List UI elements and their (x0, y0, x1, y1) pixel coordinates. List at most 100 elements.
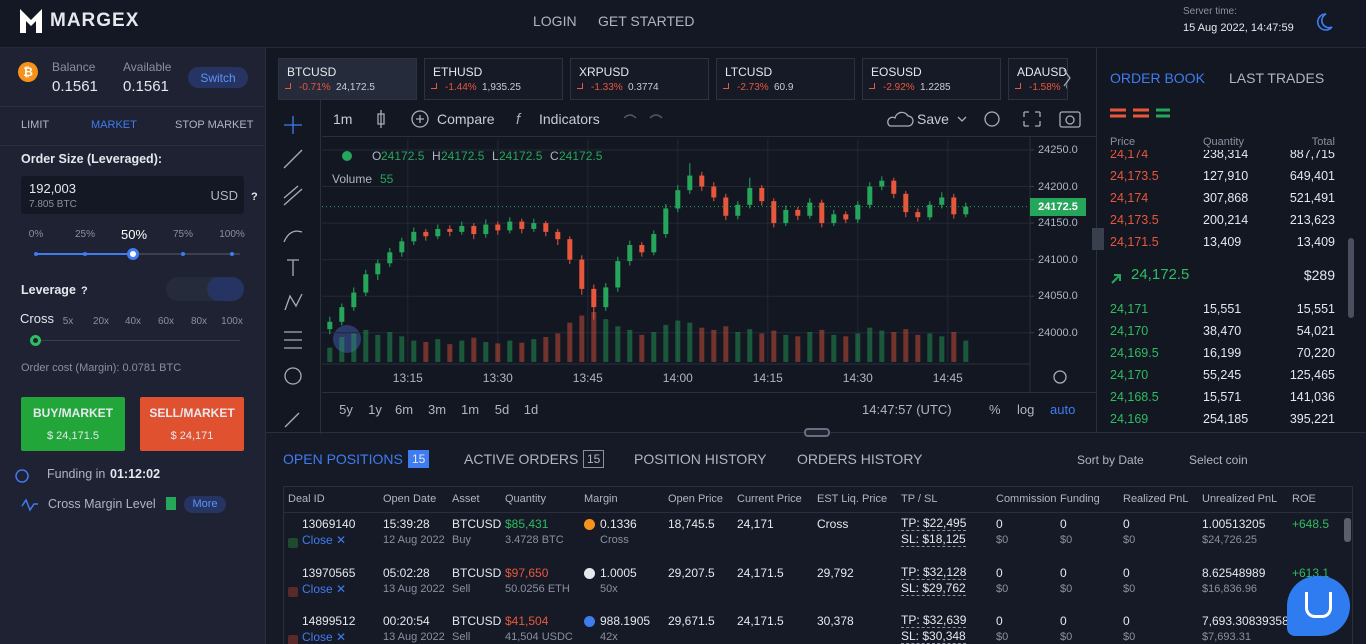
leverage-mark[interactable]: 20x (92, 316, 110, 327)
book-qty[interactable]: 254,185 (1203, 412, 1249, 424)
position-cell[interactable]: Close ✕ (302, 630, 347, 644)
switch-label[interactable]: Switch (200, 71, 236, 85)
book-price[interactable]: 24,174 (1110, 191, 1149, 205)
leverage-mark[interactable]: 5x (62, 316, 74, 327)
ticker-symbol[interactable]: BTCUSD (287, 65, 337, 79)
size-mark[interactable]: 50% (120, 227, 148, 242)
book-total[interactable]: 395,221 (1289, 412, 1335, 424)
book-price[interactable]: 24,171.5 (1110, 235, 1159, 249)
range-button[interactable]: 5d (494, 402, 510, 417)
ticker-price[interactable]: 1,935.25 (482, 82, 521, 93)
ticker-change[interactable]: -1.58% (1029, 82, 1061, 93)
ticker-tab[interactable]: EOSUSD -2.92% 1.2285 (862, 58, 1001, 100)
book-qty[interactable]: 307,868 (1203, 191, 1249, 205)
ticker-price[interactable]: 60.9 (774, 82, 794, 93)
ticker-price[interactable]: 0.3774 (628, 82, 659, 93)
size-mark[interactable]: 100% (219, 229, 245, 240)
positions-tab[interactable]: OPEN POSITIONS (283, 451, 403, 467)
more[interactable]: More (192, 498, 218, 510)
save[interactable]: Save (917, 111, 949, 127)
chat-button[interactable] (1287, 576, 1350, 636)
ticker-tab[interactable]: BTCUSD -0.71% 24,172.5 (278, 58, 417, 100)
more-button[interactable] (184, 496, 226, 513)
book-price[interactable]: 24,171 (1110, 302, 1149, 316)
ticker-next[interactable] (1063, 69, 1071, 87)
book-qty[interactable]: 38,470 (1203, 324, 1242, 338)
ticker-symbol[interactable]: ETHUSD (433, 65, 483, 79)
nav-link[interactable]: LOGIN (533, 13, 577, 29)
order-type-tab[interactable]: LIMIT (21, 119, 50, 131)
ticker-tab[interactable]: ADAUSD -1.58% 0.50 (1008, 58, 1068, 100)
ticker-tab[interactable]: LTCUSD -2.73% 60.9 (716, 58, 855, 100)
book-total[interactable]: 649,401 (1289, 169, 1335, 183)
ticker-tab[interactable]: XRPUSD -1.33% 0.3774 (570, 58, 709, 100)
nav-link[interactable]: GET STARTED (598, 13, 695, 29)
log-toggle[interactable]: log (1017, 402, 1035, 417)
range-button[interactable]: 1y (368, 402, 382, 417)
leverage-knob[interactable] (30, 335, 41, 346)
leverage-mode-active[interactable] (207, 277, 244, 301)
size-mark[interactable]: 75% (172, 229, 193, 240)
size-slider-knob[interactable] (127, 248, 139, 260)
book-view-bids[interactable] (1156, 108, 1170, 118)
ticker-symbol[interactable]: EOSUSD (871, 65, 922, 79)
position-cell[interactable]: Close ✕ (302, 581, 347, 596)
book-price[interactable]: 24,173.5 (1110, 213, 1159, 227)
book-price[interactable]: 24,170 (1110, 368, 1149, 382)
book-qty[interactable]: 15,571 (1203, 390, 1242, 404)
coin-select[interactable]: Select coin (1189, 453, 1248, 467)
chart-toolbar-icons[interactable]: f (377, 110, 1081, 384)
auto-toggle[interactable]: auto (1050, 402, 1076, 417)
ticker-price[interactable]: 24,172.5 (336, 82, 375, 93)
size-mark[interactable]: 0% (28, 229, 44, 240)
range-button[interactable]: 3m (427, 402, 447, 417)
book-total[interactable]: 15,551 (1296, 302, 1335, 316)
position-cell[interactable]: Close ✕ (302, 533, 347, 547)
book-qty[interactable]: 55,245 (1203, 368, 1242, 382)
book-total[interactable]: 125,465 (1289, 368, 1335, 382)
book-price[interactable]: 24,169 (1110, 412, 1149, 424)
book-price[interactable]: 24,174 (1110, 150, 1149, 161)
book-total[interactable]: 13,409 (1296, 235, 1335, 249)
buy-label[interactable]: BUY/MARKET (33, 406, 113, 420)
book-qty[interactable]: 200,214 (1203, 213, 1249, 227)
leverage-mark[interactable]: 80x (190, 316, 208, 327)
buy-button[interactable] (21, 397, 125, 451)
order-type-tab[interactable]: STOP MARKET (175, 119, 254, 131)
book-total[interactable]: 54,021 (1296, 324, 1335, 338)
range-button[interactable]: 1d (523, 402, 539, 417)
ticker-change[interactable]: -2.73% (737, 82, 769, 93)
book-price[interactable]: 24,173.5 (1110, 169, 1159, 183)
ticker-symbol[interactable]: XRPUSD (579, 65, 630, 79)
panel-handle[interactable] (804, 428, 830, 437)
leverage-mark[interactable]: 60x (157, 316, 175, 327)
book-qty[interactable]: 127,910 (1203, 169, 1249, 183)
range-button[interactable]: 5y (339, 402, 353, 417)
drawing-tools[interactable] (283, 116, 303, 428)
ticker-tab[interactable]: ETHUSD -1.44% 1,935.25 (424, 58, 563, 100)
indicators[interactable]: Indicators (539, 111, 600, 127)
book-qty[interactable]: 15,551 (1203, 302, 1242, 316)
ticker-symbol[interactable]: LTCUSD (725, 65, 773, 79)
book-total[interactable]: 70,220 (1296, 346, 1335, 360)
interval[interactable]: 1m (333, 111, 353, 127)
leverage-mark[interactable]: 40x (124, 316, 142, 327)
sort-select[interactable]: Sort by Date (1077, 453, 1144, 467)
sell-label[interactable]: SELL/MARKET (149, 406, 235, 420)
book-tab[interactable]: ORDER BOOK (1110, 70, 1205, 86)
book-price[interactable]: 24,169.5 (1110, 346, 1159, 360)
book-qty[interactable]: 13,409 (1203, 235, 1242, 249)
ticker-change[interactable]: -1.33% (591, 82, 623, 93)
sell-button[interactable] (140, 397, 244, 451)
switch-button[interactable] (188, 67, 248, 88)
ticker-change[interactable]: -2.92% (883, 82, 915, 93)
ticker-price[interactable]: 1.2285 (920, 82, 951, 93)
percent-toggle[interactable]: % (989, 402, 1001, 417)
book-qty[interactable]: 238,314 (1203, 150, 1249, 161)
theme-toggle[interactable] (1317, 13, 1333, 31)
size-mark[interactable]: 25% (74, 229, 95, 240)
range-button[interactable]: 6m (394, 402, 414, 417)
ticker-change[interactable]: -1.44% (445, 82, 477, 93)
book-price[interactable]: 24,168.5 (1110, 390, 1159, 404)
book-total[interactable]: 521,491 (1289, 191, 1335, 205)
